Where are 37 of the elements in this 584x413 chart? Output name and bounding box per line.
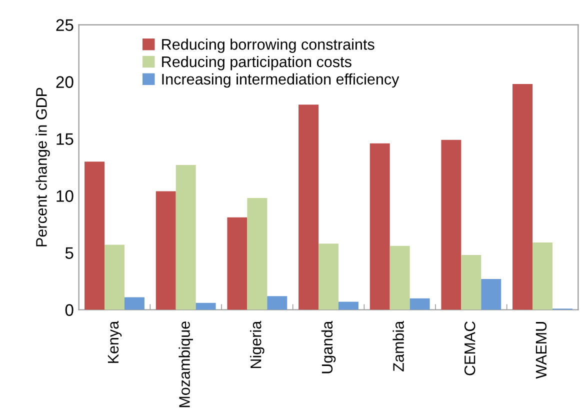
y-axis-title: Percent change in GDP xyxy=(36,88,50,246)
y-tick-label: 20 xyxy=(56,76,74,88)
y-tick-label: 10 xyxy=(56,190,74,202)
y-tick-label: 5 xyxy=(65,247,74,259)
bar xyxy=(196,302,216,310)
bar xyxy=(481,278,502,310)
x-tick-label: CEMAC xyxy=(464,321,476,376)
legend-label: Increasing intermediation efficiency xyxy=(162,73,400,88)
x-tick-label: Kenya xyxy=(108,320,122,363)
y-tick-label: 25 xyxy=(56,19,74,31)
bar xyxy=(84,162,105,310)
bar xyxy=(318,244,338,310)
bar xyxy=(176,164,196,310)
bar xyxy=(338,302,358,310)
bar xyxy=(227,217,248,310)
x-tick-label: WAEMU xyxy=(536,322,547,379)
bar xyxy=(410,298,430,310)
bar xyxy=(370,143,390,310)
y-tick-label: 0 xyxy=(65,304,74,316)
bar xyxy=(532,242,552,310)
bar xyxy=(104,244,124,310)
x-tick-label: Uganda xyxy=(321,320,336,374)
x-tick-label: Zambia xyxy=(392,320,404,372)
legend-label: Reducing participation costs xyxy=(162,56,352,70)
x-tick-label: Mozambique xyxy=(178,322,193,408)
bar xyxy=(247,198,268,310)
bar xyxy=(461,255,482,310)
bar xyxy=(390,246,410,310)
legend-label: Reducing borrowing constraints xyxy=(162,38,374,53)
bar xyxy=(512,84,533,310)
bar xyxy=(124,297,144,310)
bar xyxy=(267,296,288,310)
bar xyxy=(156,191,176,310)
x-tick-label: Nigeria xyxy=(250,320,264,368)
bar xyxy=(298,104,319,310)
bar xyxy=(441,140,462,310)
y-tick-label: 15 xyxy=(56,133,74,145)
